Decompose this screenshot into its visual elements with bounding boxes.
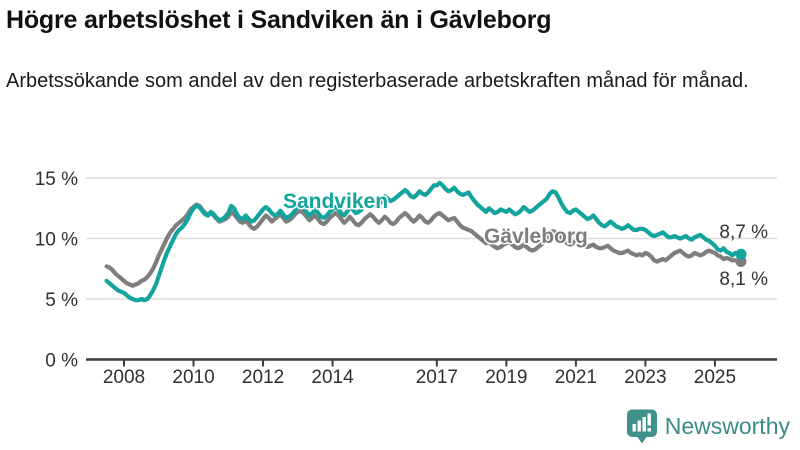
x-tick-label: 2023 — [624, 367, 666, 388]
x-tick-label: 2025 — [694, 367, 736, 388]
x-tick-label: 2012 — [242, 367, 284, 388]
chart-subtitle: Arbetssökande som andel av den registerb… — [6, 70, 749, 92]
x-tick-label: 2014 — [311, 367, 354, 388]
x-tick-label: 2021 — [555, 367, 597, 388]
end-value-label-gävleborg: 8,1 % — [719, 269, 768, 290]
y-tick-label: 5 % — [45, 290, 78, 311]
y-tick-label: 15 % — [35, 169, 78, 190]
page-title: Högre arbetslöshet i Sandviken än i Gävl… — [6, 6, 552, 34]
x-tick-label: 2017 — [416, 367, 458, 388]
x-tick-label: 2010 — [172, 367, 214, 388]
x-tick-label: 2008 — [103, 367, 145, 388]
end-value-label-sandviken: 8,7 % — [719, 222, 768, 243]
x-tick-label: 2019 — [485, 367, 527, 388]
newsworthy-logo-icon — [626, 409, 657, 444]
newsworthy-wordmark: Newsworthy — [664, 413, 790, 439]
series-label-gävleborg: Gävleborg — [484, 225, 588, 248]
y-tick-label: 10 % — [35, 230, 78, 251]
newsworthy-logo: Newsworthy — [626, 409, 790, 444]
series-line-gävleborg — [104, 202, 744, 288]
series-end-dot-sandviken — [735, 248, 747, 260]
series-label-sandviken: Sandviken — [283, 190, 388, 213]
series-line-sandviken — [104, 180, 744, 303]
y-tick-label: 0 % — [45, 351, 78, 372]
